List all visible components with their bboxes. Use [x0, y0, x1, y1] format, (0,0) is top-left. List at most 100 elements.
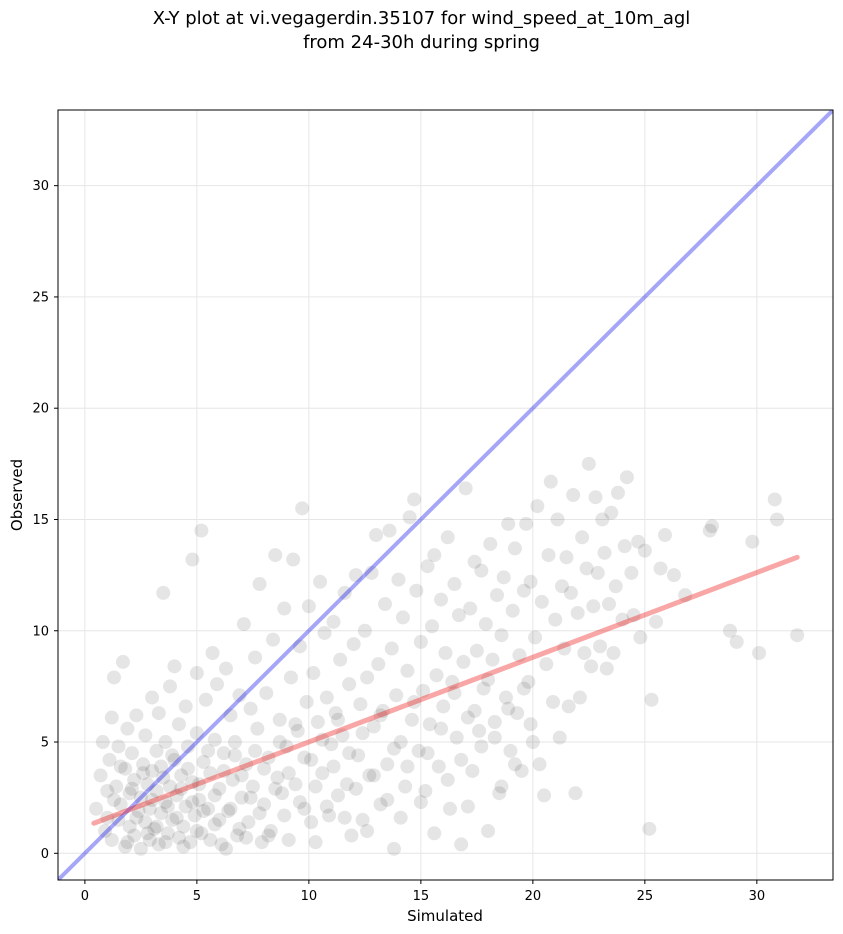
data-point	[528, 630, 543, 645]
data-point	[189, 824, 204, 839]
data-point	[521, 674, 536, 689]
data-point	[400, 759, 415, 774]
regression-line	[91, 554, 800, 826]
y-axis-label: Observed	[8, 459, 26, 531]
data-point	[456, 654, 471, 669]
data-point	[272, 712, 287, 727]
data-point	[666, 568, 681, 583]
data-point	[626, 608, 641, 623]
data-point	[160, 799, 175, 814]
data-point	[319, 799, 334, 814]
data-point	[147, 821, 162, 836]
data-point	[427, 548, 442, 563]
data-point	[151, 837, 166, 852]
data-point	[722, 623, 737, 638]
data-point	[610, 485, 625, 500]
data-point	[593, 639, 608, 654]
data-point	[501, 701, 516, 716]
data-point	[380, 792, 395, 807]
data-point	[120, 835, 135, 850]
data-point	[337, 585, 352, 600]
data-point	[633, 630, 648, 645]
data-point	[330, 788, 345, 803]
data-point	[127, 772, 142, 787]
data-point	[274, 786, 289, 801]
data-point	[232, 821, 247, 836]
data-point	[409, 583, 424, 598]
data-point	[205, 646, 220, 661]
data-point	[326, 614, 341, 629]
data-point	[458, 481, 473, 496]
data-point	[142, 801, 157, 816]
data-point	[113, 797, 128, 812]
data-point	[330, 712, 345, 727]
data-point	[431, 759, 446, 774]
data-point	[111, 812, 126, 827]
data-point	[382, 523, 397, 538]
data-point	[481, 672, 496, 687]
data-point	[631, 534, 646, 549]
data-point	[106, 792, 121, 807]
data-point	[98, 824, 113, 839]
data-point	[288, 717, 303, 732]
data-point	[133, 841, 148, 856]
data-point	[122, 786, 137, 801]
data-point	[467, 554, 482, 569]
data-point	[127, 828, 142, 843]
data-point	[154, 806, 169, 821]
data-point	[198, 692, 213, 707]
data-point	[472, 723, 487, 738]
data-point	[225, 772, 240, 787]
data-point	[234, 790, 249, 805]
data-point	[400, 663, 415, 678]
data-point	[505, 603, 520, 618]
data-point	[218, 841, 233, 856]
data-point	[315, 732, 330, 747]
data-point	[252, 577, 267, 592]
data-point	[189, 726, 204, 741]
data-point	[95, 735, 110, 750]
data-point	[342, 677, 357, 692]
data-point	[180, 761, 195, 776]
data-point	[413, 795, 428, 810]
data-point	[236, 617, 251, 632]
data-point	[402, 510, 417, 525]
data-point	[440, 530, 455, 545]
chart-title-line-2: from 24-30h during spring	[303, 32, 540, 53]
data-point	[136, 757, 151, 772]
data-point	[705, 519, 720, 534]
data-point	[104, 832, 119, 847]
data-point	[149, 783, 164, 798]
data-point	[232, 688, 247, 703]
data-point	[745, 534, 760, 549]
data-point	[124, 746, 139, 761]
data-point	[322, 808, 337, 823]
x-tick-label: 30	[749, 889, 766, 904]
data-point	[131, 804, 146, 819]
data-point	[391, 572, 406, 587]
data-point	[133, 790, 148, 805]
data-point	[393, 735, 408, 750]
data-point	[362, 768, 377, 783]
data-point	[203, 766, 218, 781]
data-point	[165, 748, 180, 763]
data-point	[171, 717, 186, 732]
data-point	[360, 824, 375, 839]
data-point	[566, 488, 581, 502]
data-point	[203, 832, 218, 847]
data-point	[138, 815, 153, 830]
data-point	[328, 706, 343, 721]
data-point	[615, 612, 630, 627]
data-point	[118, 761, 133, 776]
data-point	[221, 804, 236, 819]
data-point	[187, 808, 202, 823]
y-tick-label: 5	[41, 736, 49, 751]
data-point	[243, 701, 258, 716]
data-point	[257, 797, 272, 812]
data-point	[460, 799, 475, 814]
data-point	[516, 583, 531, 598]
data-point	[268, 548, 283, 563]
data-point	[460, 710, 475, 725]
data-point	[277, 808, 292, 823]
data-point	[113, 759, 128, 774]
